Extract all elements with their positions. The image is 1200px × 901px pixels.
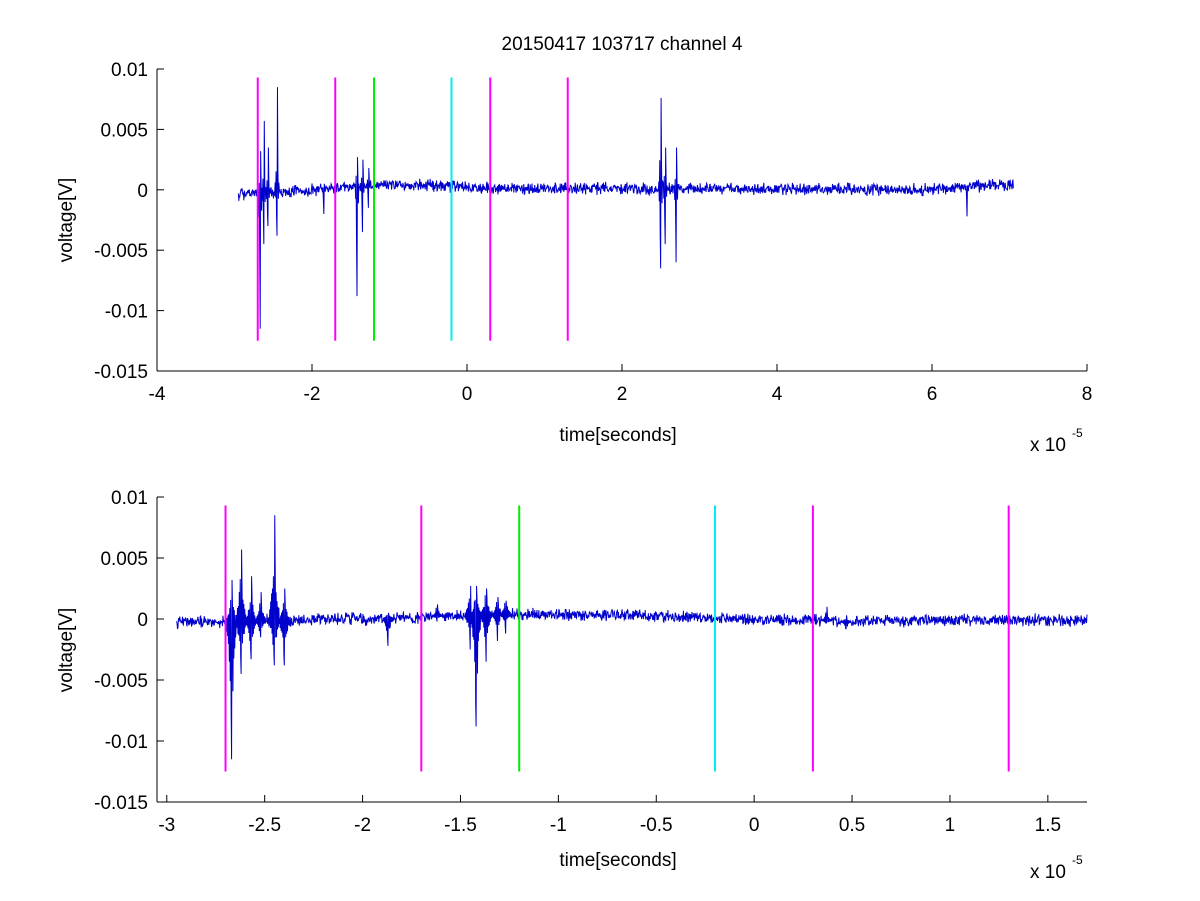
- bottom-x-tick-label: -1.5: [444, 815, 477, 836]
- top-x-tick-label: 6: [927, 384, 938, 405]
- bottom-y-tick-label: 0.01: [111, 488, 148, 509]
- top-y-tick-label: -0.015: [94, 362, 148, 383]
- bottom-series-layer: [176, 515, 1088, 760]
- bottom-x-tick-label: -0.5: [640, 815, 673, 836]
- bottom-x-tick-label: 0: [749, 815, 760, 836]
- figure-title: 20150417 103717 channel 4: [502, 34, 743, 55]
- bottom-marker-layer: [224, 505, 1010, 772]
- top-x-tick-label: -2: [304, 384, 321, 405]
- bottom-subplot: -3 -2.5 -2 -1.5 -1 -0.5 0 0.5 1 1.5 0.01 0.005 0 -0.0…: [56, 488, 1088, 883]
- top-y-tick-label: -0.005: [94, 241, 148, 262]
- top-x-tick-label: 8: [1082, 384, 1093, 405]
- top-series-layer: [237, 87, 1014, 329]
- bottom-x-tick-label: 0.5: [839, 815, 865, 836]
- bottom-x-tick-label: 1.5: [1035, 815, 1061, 836]
- top-x-multiplier-label: x 10: [1030, 435, 1066, 456]
- bottom-y-tick-label: 0.005: [100, 549, 148, 570]
- top-y-tick-label: -0.01: [105, 302, 148, 323]
- bottom-x-tick-label: -3: [158, 815, 175, 836]
- top-x-tick-label: -4: [149, 384, 166, 405]
- bottom-y-tick-label: -0.01: [105, 732, 148, 753]
- bottom-y-tick-label: -0.015: [94, 793, 148, 814]
- top-x-tick-label: 0: [462, 384, 473, 405]
- top-marker-layer: [256, 77, 569, 341]
- top-signal-line: [237, 87, 1014, 329]
- top-y-tick-label: 0: [137, 181, 148, 202]
- bottom-x-tick-label: 1: [945, 815, 956, 836]
- bottom-x-tick-label: -1: [550, 815, 567, 836]
- bottom-x-multiplier-exponent: -5: [1072, 853, 1083, 867]
- top-y-axis-label: voltage[V]: [56, 178, 77, 263]
- top-y-tick-label: 0.01: [111, 60, 148, 81]
- bottom-x-tick-label: -2.5: [248, 815, 281, 836]
- top-y-tick-label: 0.005: [100, 120, 148, 141]
- bottom-x-multiplier-label: x 10: [1030, 862, 1066, 883]
- bottom-x-tick-label: -2: [354, 815, 371, 836]
- top-x-multiplier-exponent: -5: [1072, 426, 1083, 440]
- bottom-y-tick-label: -0.005: [94, 671, 148, 692]
- top-x-tick-label: 4: [772, 384, 783, 405]
- bottom-y-tick-label: 0: [137, 610, 148, 631]
- bottom-axes-layer: -3 -2.5 -2 -1.5 -1 -0.5 0 0.5 1 1.5 0.01 0.005 0 -0.0…: [94, 488, 1087, 836]
- top-x-tick-label: 2: [617, 384, 628, 405]
- top-x-axis-label: time[seconds]: [559, 425, 676, 446]
- top-axes-layer: -4 -2 0 2 4 6 8 0.01 0.005 0 -0.005 -0.01 -0.015: [94, 60, 1092, 405]
- bottom-y-axis-label: voltage[V]: [56, 608, 77, 693]
- top-subplot: -4 -2 0 2 4 6 8 0.01 0.005 0 -0.005 -0.01 -0.015 tim…: [56, 60, 1092, 456]
- bottom-signal-line: [176, 515, 1088, 760]
- bottom-x-axis-label: time[seconds]: [559, 850, 676, 871]
